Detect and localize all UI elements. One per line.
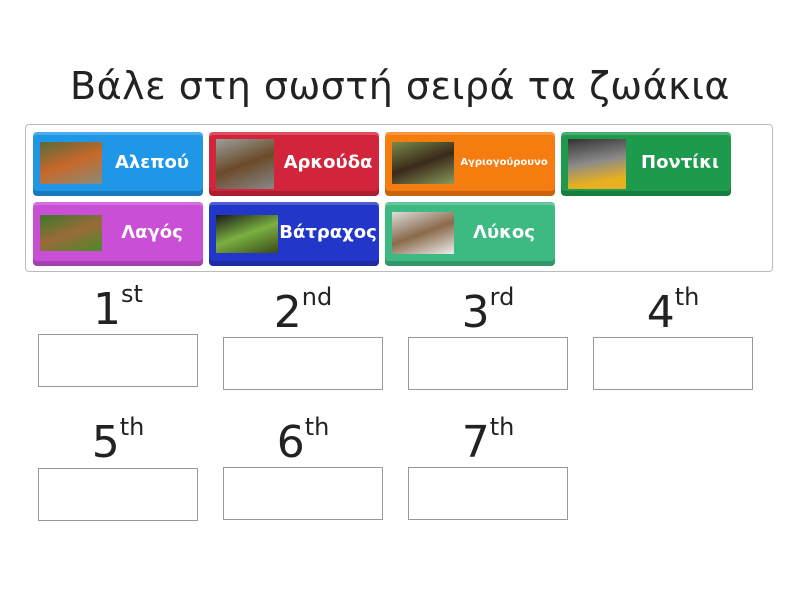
tile-wild-boar[interactable]: Αγριογούρουνο — [385, 132, 555, 196]
position-label-6: 6th — [276, 413, 330, 468]
tile-label: Αγριογούρουνο — [460, 156, 548, 168]
tile-wolf[interactable]: Λύκος — [385, 202, 555, 266]
tile-fox[interactable]: Αλεπού — [33, 132, 203, 196]
tile-label: Αρκούδα — [283, 151, 373, 173]
tile-bank — [25, 124, 773, 272]
tile-label: Λαγός — [121, 221, 183, 243]
page-title: Βάλε στη σωστή σειρά τα ζωάκια — [70, 64, 730, 108]
position-label-7: 7th — [461, 413, 515, 468]
tile-bear[interactable]: Αρκούδα — [209, 132, 379, 196]
tile-frog[interactable]: Βάτραχος — [209, 202, 379, 266]
tile-hare[interactable]: Λαγός — [33, 202, 203, 266]
drop-slot-1[interactable] — [38, 334, 198, 387]
wild-boar-photo — [392, 142, 454, 184]
drop-slot-7[interactable] — [408, 467, 568, 520]
drop-slot-6[interactable] — [223, 467, 383, 520]
hare-photo — [40, 215, 102, 251]
tile-mouse[interactable]: Ποντίκι — [561, 132, 731, 196]
bear-photo — [216, 139, 274, 189]
position-label-5: 5th — [91, 413, 145, 468]
drop-slot-5[interactable] — [38, 468, 198, 521]
position-label-4: 4th — [646, 283, 700, 338]
tile-label: Λύκος — [473, 221, 535, 243]
drop-slot-2[interactable] — [223, 337, 383, 390]
position-label-1: 1st — [93, 280, 143, 335]
drop-slot-3[interactable] — [408, 337, 568, 390]
tile-label: Ποντίκι — [641, 151, 719, 173]
fox-photo — [40, 142, 102, 184]
position-label-2: 2nd — [273, 283, 333, 338]
tile-label: Βάτραχος — [279, 221, 377, 243]
mouse-photo — [568, 139, 626, 189]
tile-label: Αλεπού — [114, 151, 190, 173]
drop-slot-4[interactable] — [593, 337, 753, 390]
position-label-3: 3rd — [461, 283, 515, 338]
wolf-photo — [392, 212, 454, 254]
frog-photo — [216, 215, 278, 253]
